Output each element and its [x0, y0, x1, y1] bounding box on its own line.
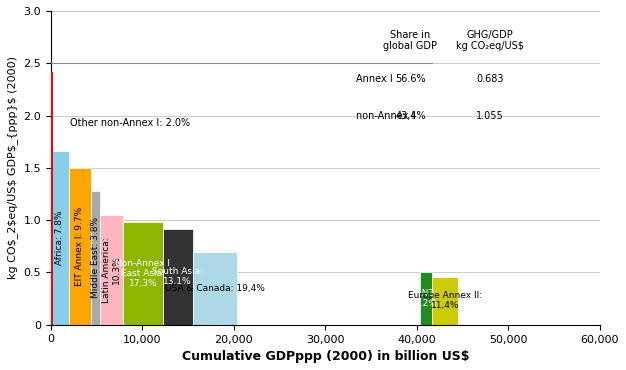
- Text: 1.055: 1.055: [476, 111, 504, 121]
- Text: Non-Annex I
East Asia:
17,3%: Non-Annex I East Asia: 17,3%: [115, 259, 170, 289]
- Text: Europe Annex II:
11,4%: Europe Annex II: 11,4%: [408, 291, 482, 310]
- Text: 56.6%: 56.6%: [395, 74, 426, 84]
- Y-axis label: kg CO$_2$eq/US$ GDP$_{ppp}$ (2000): kg CO$_2$eq/US$ GDP$_{ppp}$ (2000): [7, 56, 18, 279]
- Bar: [69, 168, 91, 325]
- Text: JANZ:
5.2%: JANZ: 5.2%: [414, 289, 438, 308]
- X-axis label: Cumulative GDPppp (2000) in billion US$: Cumulative GDPppp (2000) in billion US$: [182, 350, 469, 363]
- Text: Latin America:
10.3%: Latin America: 10.3%: [101, 237, 121, 303]
- Text: South Asia:
13,1%: South Asia: 13,1%: [152, 267, 203, 286]
- Bar: [123, 222, 163, 325]
- Bar: [193, 252, 237, 325]
- Text: Africa: 7.8%: Africa: 7.8%: [55, 211, 64, 265]
- Bar: [51, 151, 69, 325]
- Bar: [100, 215, 123, 325]
- Text: 43,4%: 43,4%: [395, 111, 426, 121]
- Text: non-Annex I: non-Annex I: [356, 111, 414, 121]
- Bar: [420, 272, 432, 325]
- Bar: [432, 277, 458, 325]
- Bar: [51, 72, 53, 325]
- Text: Other non-Annex I: 2.0%: Other non-Annex I: 2.0%: [70, 118, 190, 128]
- Text: 0.683: 0.683: [476, 74, 504, 84]
- Text: GHG/GDP
kg CO₂eq/US$: GHG/GDP kg CO₂eq/US$: [456, 30, 524, 51]
- Text: EIT Annex I: 9.7%: EIT Annex I: 9.7%: [75, 207, 85, 286]
- Text: USA & Canada: 19,4%: USA & Canada: 19,4%: [165, 284, 265, 293]
- Text: Share in
global GDP: Share in global GDP: [384, 30, 438, 51]
- Text: Annex I: Annex I: [356, 74, 393, 84]
- Text: Middle East: 3.8%: Middle East: 3.8%: [91, 217, 100, 298]
- Bar: [91, 191, 100, 325]
- Bar: [163, 229, 193, 325]
